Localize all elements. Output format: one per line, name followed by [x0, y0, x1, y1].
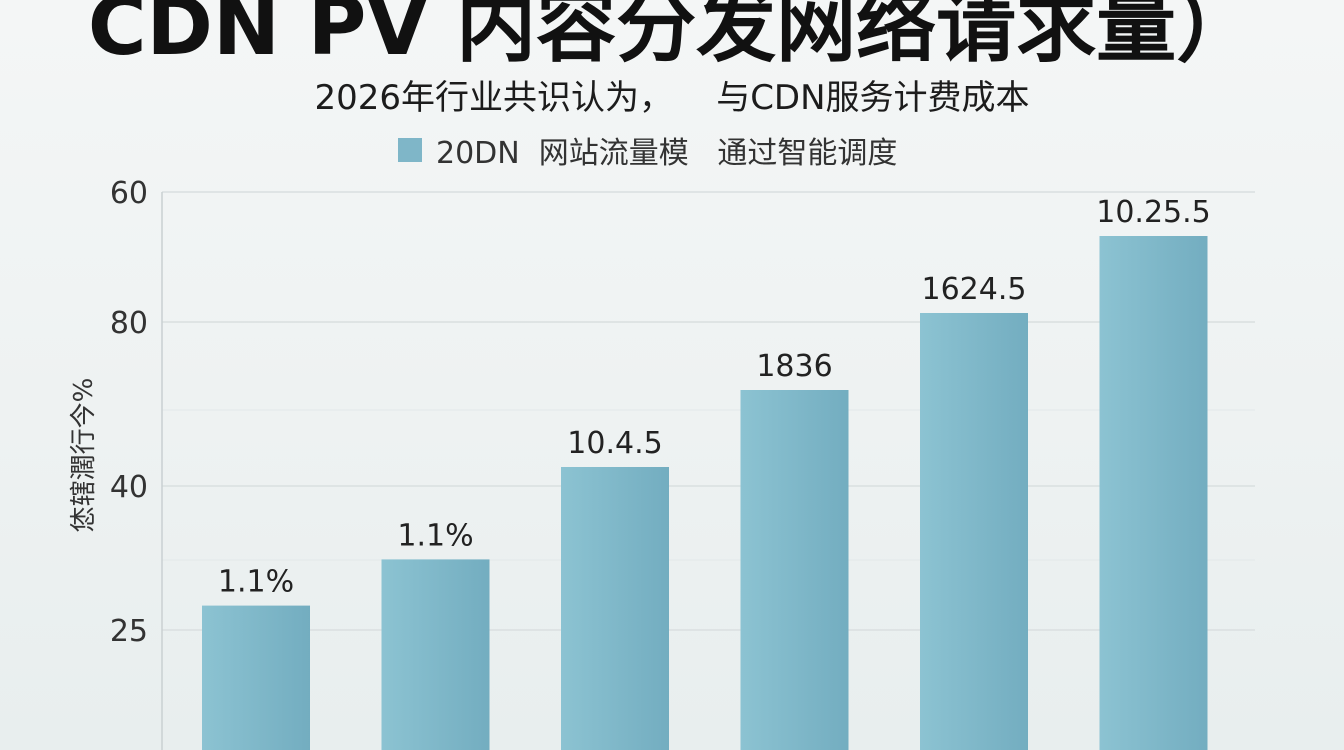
- bar-value-labels: 1.1% 1.1% 10.4.5 1836 1624.5 10.25.5: [218, 195, 1211, 600]
- gridlines: [162, 191, 1255, 631]
- bar: [561, 467, 669, 750]
- y-tick-label: 60: [110, 176, 148, 211]
- y-tick-label: 80: [110, 306, 148, 341]
- bar-value-label: 10.25.5: [1096, 195, 1211, 230]
- bar-value-label: 1.1%: [218, 565, 294, 600]
- bar: [1099, 236, 1208, 750]
- bar: [920, 313, 1028, 750]
- chart-subtitle: 2026年行业共识认为， 与CDN服务计费成本: [314, 78, 1030, 118]
- y-tick-label: 25: [110, 614, 148, 649]
- bar-value-label: 1836: [756, 349, 832, 384]
- legend-label: 20DN 网站流量模 通过智能调度: [436, 136, 898, 171]
- y-axis-label: 恷辖濶行今%: [69, 378, 99, 533]
- bar-value-label: 1624.5: [922, 272, 1027, 307]
- bars: [202, 236, 1208, 750]
- legend-swatch: [398, 138, 422, 162]
- bar: [740, 390, 849, 750]
- legend: 20DN 网站流量模 通过智能调度: [398, 130, 898, 171]
- chart-title: CDN PV 内容分发网络请求量）: [87, 0, 1257, 73]
- bar-value-label: 1.1%: [397, 518, 473, 553]
- bar-value-label: 10.4.5: [567, 426, 662, 461]
- bar: [381, 559, 490, 750]
- y-axis-ticks: 60 80 40 25: [110, 176, 148, 649]
- y-tick-label: 40: [110, 470, 148, 505]
- bar: [202, 605, 310, 750]
